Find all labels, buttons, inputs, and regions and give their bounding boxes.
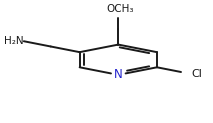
Text: H₂N: H₂N	[4, 36, 24, 46]
Text: Cl: Cl	[191, 69, 202, 79]
Text: N: N	[114, 68, 123, 81]
Text: OCH₃: OCH₃	[106, 4, 134, 14]
